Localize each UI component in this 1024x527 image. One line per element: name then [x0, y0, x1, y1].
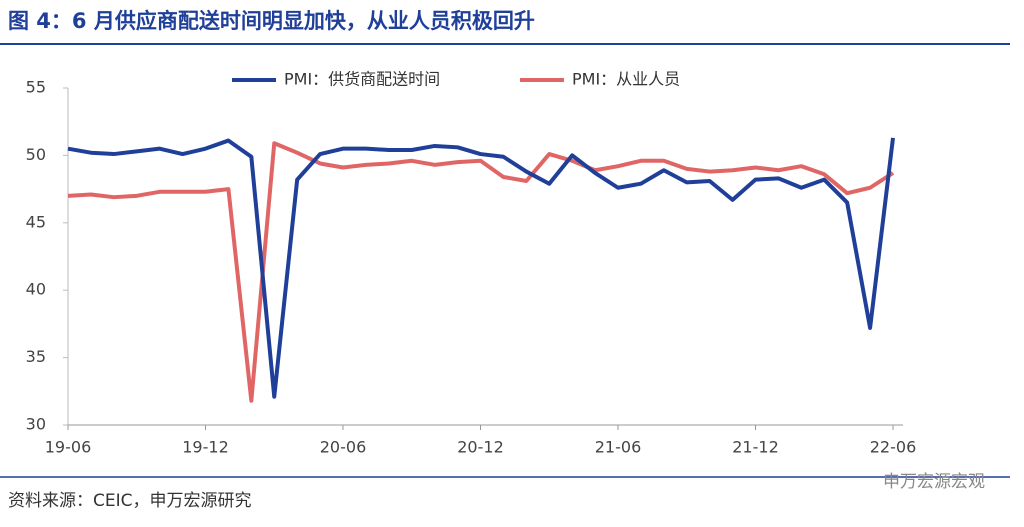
y-tick-label: 35	[26, 347, 46, 366]
x-tick-label: 19-06	[45, 438, 92, 457]
x-tick-label: 20-06	[320, 438, 367, 457]
source: 资料来源：CEIC，申万宏源研究	[8, 491, 252, 511]
watermark: 申万宏源宏观	[883, 472, 985, 492]
y-tick-label: 55	[26, 78, 46, 97]
y-tick-label: 50	[26, 145, 46, 164]
y-tick-label: 30	[26, 415, 46, 434]
y-tick-label: 45	[26, 212, 46, 231]
x-tick-label: 21-06	[595, 438, 642, 457]
legend-label: PMI：供货商配送时间	[284, 70, 440, 89]
x-tick-label: 20-12	[457, 438, 504, 457]
series-line	[67, 137, 895, 399]
x-tick-label: 22-06	[870, 438, 917, 457]
legend-label: PMI：从业人员	[572, 70, 680, 89]
x-tick-label: 19-12	[182, 438, 229, 457]
x-tick-label: 21-12	[732, 438, 779, 457]
y-tick-label: 40	[26, 280, 46, 299]
series-line	[67, 141, 895, 403]
chart-title: 图 4：6 月供应商配送时间明显加快，从业人员积极回升	[8, 9, 535, 33]
